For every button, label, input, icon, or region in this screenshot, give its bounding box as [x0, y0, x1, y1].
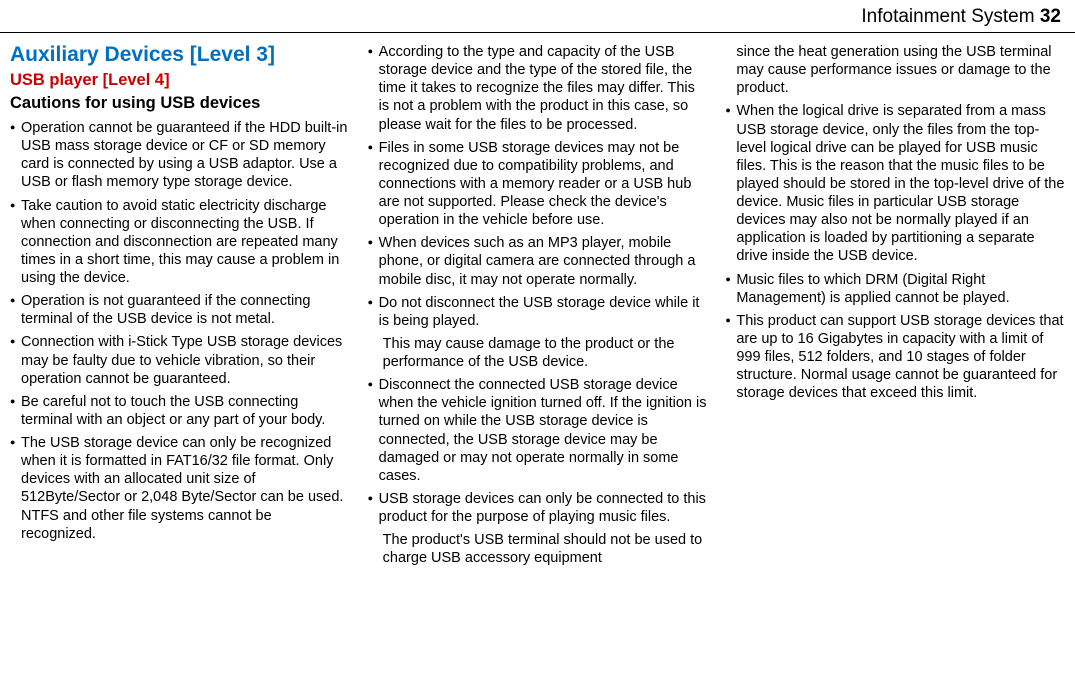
list-item: Connection with i-Stick Type USB storage…	[10, 333, 350, 387]
heading-level-4: USB player [Level 4]	[10, 71, 350, 90]
bullet-list-col1: Operation cannot be guaranteed if the HD…	[10, 119, 350, 543]
list-item-sub: The product's USB terminal should not be…	[379, 531, 708, 567]
list-item: Do not disconnect the USB storage device…	[368, 294, 708, 372]
list-item: USB storage devices can only be connecte…	[368, 490, 708, 568]
list-item: Be careful not to touch the USB connecti…	[10, 393, 350, 429]
list-item: Music files to which DRM (Digital Right …	[725, 271, 1065, 307]
heading-level-5: Cautions for using USB devices	[10, 94, 350, 113]
page-root: Infotainment System 32 Auxiliary Devices…	[0, 0, 1075, 692]
page-number: 32	[1040, 6, 1061, 27]
list-item: According to the type and capacity of th…	[368, 43, 708, 134]
list-item: Disconnect the connected USB storage dev…	[368, 376, 708, 485]
list-item: Take caution to avoid static electricity…	[10, 197, 350, 288]
column-3: since the heat generation using the USB …	[725, 43, 1065, 692]
column-2: According to the type and capacity of th…	[368, 43, 708, 692]
list-item: Operation cannot be guaranteed if the HD…	[10, 119, 350, 192]
list-item-text: Disconnect the connected USB storage dev…	[379, 377, 707, 484]
list-item-text: Do not disconnect the USB storage device…	[379, 295, 700, 329]
list-item: When the logical drive is separated from…	[725, 102, 1065, 265]
list-item: When devices such as an MP3 player, mobi…	[368, 234, 708, 288]
list-item: The USB storage device can only be recog…	[10, 434, 350, 543]
list-item-text: USB storage devices can only be connecte…	[379, 491, 706, 525]
content-columns: Auxiliary Devices [Level 3] USB player […	[0, 33, 1075, 692]
list-item-sub: This may cause damage to the product or …	[379, 335, 708, 371]
column-1: Auxiliary Devices [Level 3] USB player […	[10, 43, 350, 692]
bullet-list-col3: When the logical drive is separated from…	[725, 102, 1065, 402]
page-header: Infotainment System 32	[0, 0, 1075, 33]
heading-level-3: Auxiliary Devices [Level 3]	[10, 43, 350, 67]
list-item-text: According to the type and capacity of th…	[379, 44, 695, 133]
continuation-text: since the heat generation using the USB …	[725, 43, 1065, 97]
list-item: This product can support USB storage dev…	[725, 312, 1065, 403]
bullet-list-col2: According to the type and capacity of th…	[368, 43, 708, 567]
header-title: Infotainment System	[861, 6, 1034, 27]
list-item-text: Files in some USB storage devices may no…	[379, 140, 692, 229]
list-item: Operation is not guaranteed if the conne…	[10, 292, 350, 328]
list-item-text: When devices such as an MP3 player, mobi…	[379, 235, 696, 287]
list-item: Files in some USB storage devices may no…	[368, 139, 708, 230]
